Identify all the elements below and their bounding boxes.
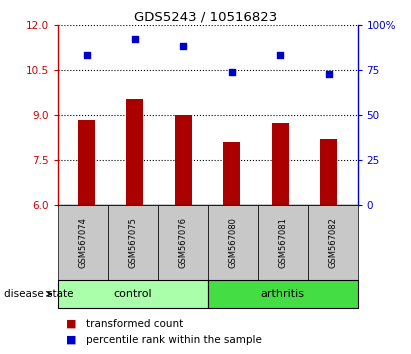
Point: [83, 53, 90, 58]
Bar: [78, 120, 95, 205]
Point: [229, 69, 235, 75]
Bar: [127, 98, 143, 205]
Bar: [320, 139, 337, 205]
Text: percentile rank within the sample: percentile rank within the sample: [86, 335, 262, 345]
Text: disease state: disease state: [4, 289, 74, 299]
Text: GSM567074: GSM567074: [78, 217, 87, 268]
Point: [132, 36, 138, 42]
Text: GSM567080: GSM567080: [228, 217, 237, 268]
Text: ■: ■: [66, 319, 76, 329]
Text: GDS5243 / 10516823: GDS5243 / 10516823: [134, 11, 277, 24]
Text: GSM567075: GSM567075: [128, 217, 137, 268]
Point: [277, 53, 284, 58]
Text: GSM567082: GSM567082: [328, 217, 337, 268]
Text: control: control: [113, 289, 152, 299]
Text: transformed count: transformed count: [86, 319, 184, 329]
Point: [180, 44, 187, 49]
Point: [325, 71, 332, 76]
Text: GSM567076: GSM567076: [178, 217, 187, 268]
Bar: [272, 122, 289, 205]
Bar: [175, 115, 192, 205]
Bar: [223, 142, 240, 205]
Text: arthritis: arthritis: [261, 289, 305, 299]
Text: GSM567081: GSM567081: [278, 217, 287, 268]
Text: ■: ■: [66, 335, 76, 345]
